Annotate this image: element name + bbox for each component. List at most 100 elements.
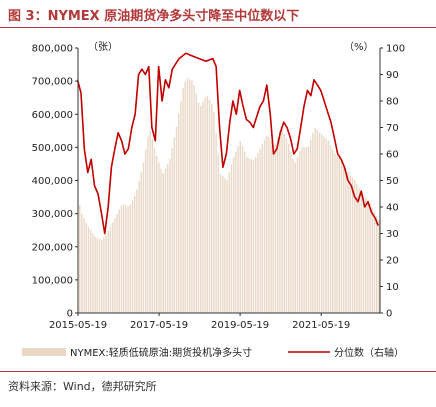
net-long-bar bbox=[283, 134, 285, 313]
net-long-bar bbox=[252, 160, 255, 313]
net-long-bar bbox=[92, 233, 94, 313]
net-long-bar bbox=[345, 168, 347, 313]
net-long-bar bbox=[314, 127, 316, 313]
title-bar: 图 3：NYMEX 原油期货净多头寸降至中位数以下 bbox=[0, 0, 436, 28]
net-long-bar bbox=[316, 130, 318, 313]
net-long-bar bbox=[118, 209, 120, 313]
net-long-bar bbox=[351, 177, 354, 313]
net-long-bar bbox=[369, 203, 371, 313]
right-tick-label: 20 bbox=[386, 256, 399, 267]
net-long-bar bbox=[305, 147, 307, 314]
net-long-bar bbox=[202, 101, 204, 313]
net-long-bar bbox=[336, 155, 338, 313]
net-long-bar bbox=[90, 230, 92, 313]
net-long-bar bbox=[83, 218, 85, 313]
right-tick-label: 0 bbox=[386, 309, 392, 320]
net-long-bar bbox=[354, 180, 356, 313]
net-long-bar bbox=[301, 147, 303, 314]
legend: NYMEX:轻质低硫原油:期货投机净多头寸 分位数（右轴） bbox=[22, 346, 404, 359]
title-rule bbox=[0, 27, 436, 28]
net-long-bar bbox=[347, 172, 349, 313]
net-long-bar bbox=[367, 199, 369, 313]
right-tick-label: 90 bbox=[386, 70, 399, 81]
net-long-bar bbox=[376, 215, 378, 313]
net-long-bar bbox=[338, 158, 340, 313]
net-long-bar bbox=[169, 158, 171, 313]
net-long-bar bbox=[230, 164, 233, 313]
net-long-bar bbox=[197, 102, 200, 313]
net-long-bar bbox=[217, 154, 219, 313]
net-long-bar bbox=[98, 238, 101, 313]
net-long-bar bbox=[186, 78, 189, 313]
net-long-bar bbox=[378, 220, 380, 313]
net-long-bar bbox=[349, 175, 351, 313]
net-long-bar bbox=[303, 147, 305, 314]
net-long-bar bbox=[140, 172, 142, 313]
net-long-bar bbox=[142, 162, 145, 313]
net-long-bar bbox=[239, 140, 241, 313]
net-long-bar bbox=[246, 156, 248, 313]
net-long-bar bbox=[162, 172, 164, 313]
net-long-bar bbox=[222, 176, 224, 313]
net-long-bar bbox=[290, 151, 292, 313]
left-tick-label: 700,000 bbox=[32, 77, 73, 88]
legend-bar-label: NYMEX:轻质低硫原油:期货投机净多头寸 bbox=[70, 346, 252, 359]
net-long-bar bbox=[193, 85, 195, 313]
net-long-bar bbox=[206, 95, 208, 314]
net-long-bar bbox=[257, 152, 259, 313]
net-long-bar bbox=[116, 213, 118, 313]
net-long-bar bbox=[94, 236, 96, 313]
net-long-bar bbox=[134, 195, 136, 313]
net-long-bar bbox=[87, 226, 90, 313]
net-long-bar bbox=[237, 146, 239, 313]
net-long-bar bbox=[285, 138, 288, 313]
left-tick-label: 500,000 bbox=[32, 143, 73, 154]
net-long-bar bbox=[85, 222, 87, 313]
net-long-bar bbox=[105, 234, 107, 313]
net-long-bar bbox=[167, 164, 169, 313]
x-tick-label: 2021-05-19 bbox=[292, 320, 350, 331]
net-long-bar bbox=[248, 158, 250, 313]
net-long-bar bbox=[362, 195, 365, 313]
legend-line-label: 分位数（右轴） bbox=[334, 346, 404, 359]
legend-bar-swatch bbox=[22, 348, 66, 356]
net-long-bar bbox=[233, 157, 235, 313]
net-long-bar bbox=[281, 129, 283, 313]
chart-svg: 0 100,000 200,000 300,000 400,000 500,000 600,… bbox=[22, 41, 405, 359]
net-long-bar bbox=[129, 204, 131, 313]
net-long-bar bbox=[365, 197, 367, 313]
net-long-bar bbox=[292, 158, 294, 313]
net-long-bar bbox=[261, 144, 263, 313]
net-long-bar bbox=[145, 149, 147, 313]
net-long-bar bbox=[325, 138, 327, 313]
net-long-bar bbox=[373, 211, 376, 313]
net-long-bar bbox=[189, 79, 191, 313]
net-long-bar bbox=[226, 180, 228, 313]
net-long-bar bbox=[224, 178, 226, 313]
net-long-bar bbox=[270, 141, 272, 313]
net-long-bar bbox=[127, 206, 129, 313]
net-long-bar bbox=[340, 160, 343, 313]
net-long-bar bbox=[114, 218, 116, 313]
net-long-bar bbox=[211, 104, 213, 314]
net-long-bar bbox=[175, 126, 178, 313]
net-long-bar bbox=[184, 81, 186, 314]
net-long-bar bbox=[299, 151, 301, 313]
net-long-bar bbox=[131, 200, 134, 313]
net-long-bar bbox=[334, 153, 336, 313]
figure-title: 图 3：NYMEX 原油期货净多头寸降至中位数以下 bbox=[8, 9, 300, 24]
x-tick-label: 2015-05-19 bbox=[49, 320, 107, 331]
left-tick-label: 800,000 bbox=[32, 44, 73, 55]
net-long-bar bbox=[195, 93, 197, 313]
net-long-bar bbox=[138, 180, 140, 313]
net-long-bar bbox=[321, 134, 323, 313]
net-long-bar bbox=[136, 189, 138, 313]
net-long-bar bbox=[307, 146, 310, 313]
net-long-bar bbox=[101, 239, 103, 313]
net-long-bar bbox=[371, 207, 373, 313]
left-tick-label: 300,000 bbox=[32, 209, 73, 220]
x-tick-label: 2017-05-19 bbox=[130, 320, 188, 331]
ticks-layer: 0 100,000 200,000 300,000 400,000 500,000 600,… bbox=[32, 44, 405, 332]
net-long-bar bbox=[310, 139, 312, 313]
